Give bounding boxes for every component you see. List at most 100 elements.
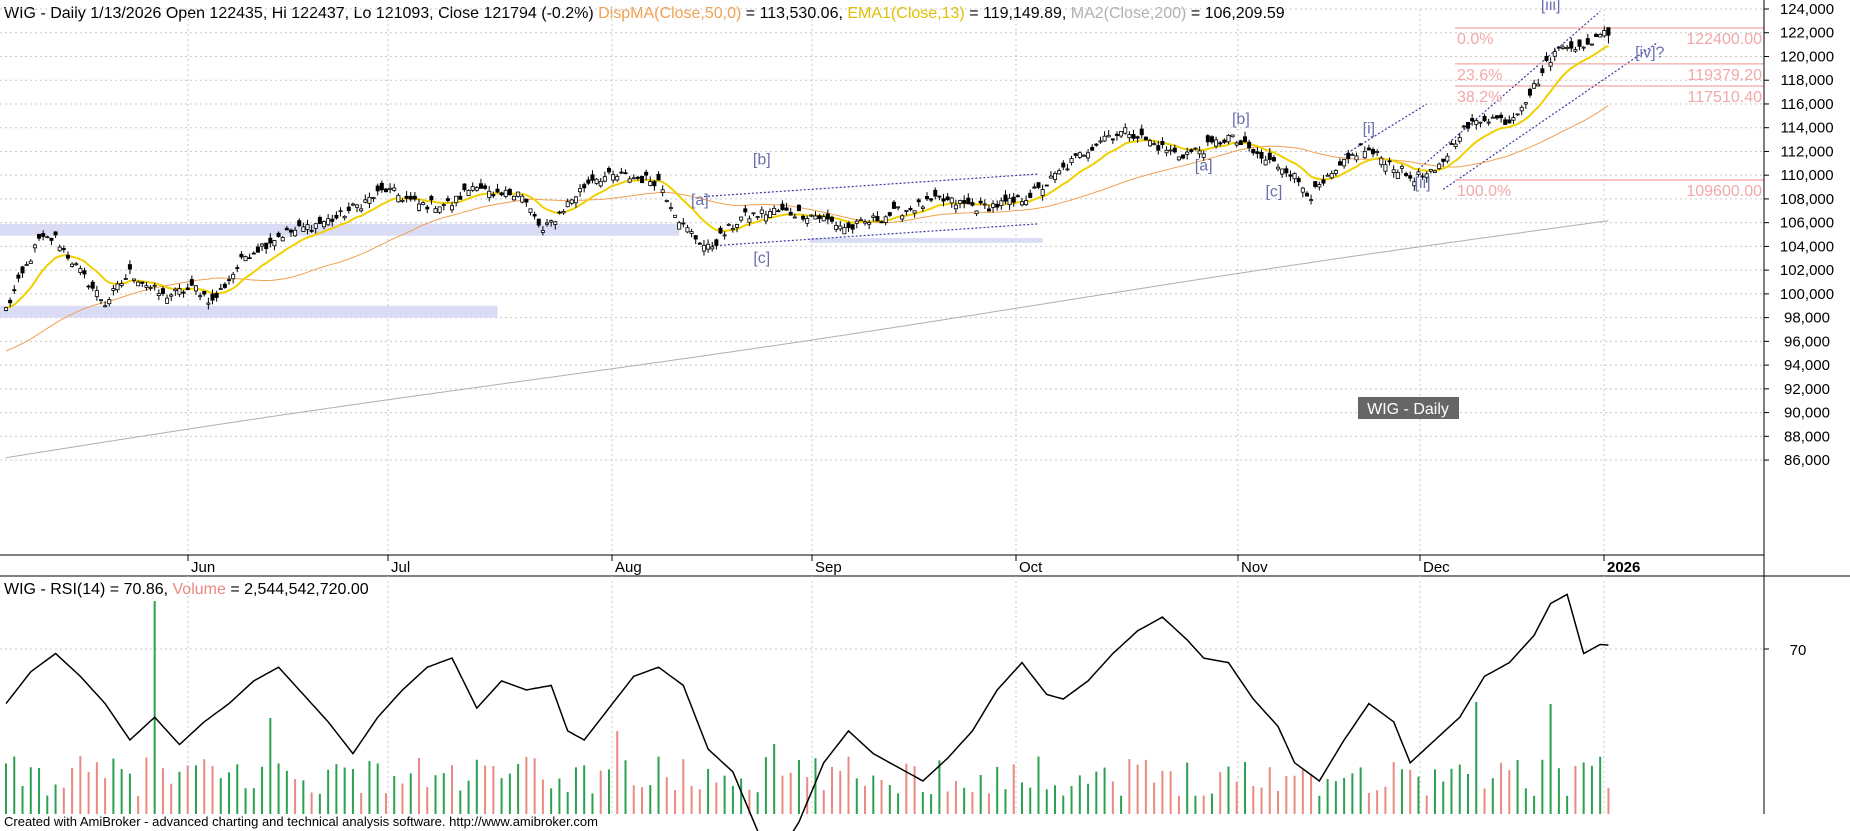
candle-body — [1040, 189, 1045, 196]
candle-body — [1325, 174, 1330, 177]
candle-body — [1143, 136, 1148, 141]
candle-body — [1594, 34, 1599, 37]
fib-level-label: 100.0% — [1457, 183, 1511, 200]
date-tick-label: Nov — [1241, 559, 1268, 576]
candle-body — [24, 264, 29, 266]
candle-body — [1569, 41, 1574, 49]
candle-body — [57, 246, 62, 252]
fib-price-label: 119379.20 — [1688, 67, 1763, 84]
candle-body — [189, 279, 194, 286]
price-header: WIG - Daily 1/13/2026 Open 122435, Hi 12… — [4, 5, 1285, 22]
candle-body — [978, 200, 983, 204]
candle-body — [470, 186, 475, 191]
date-tick-label: Aug — [615, 559, 642, 576]
candle-body — [677, 222, 682, 230]
rsi-line — [5, 593, 1609, 831]
candle-body — [722, 234, 727, 237]
candle-body — [429, 195, 434, 201]
candle-body — [218, 288, 223, 290]
candle-body — [45, 236, 50, 239]
candle-body — [561, 211, 566, 214]
candle-body — [416, 203, 421, 211]
candle-body — [1243, 136, 1248, 143]
candle-body — [495, 188, 500, 193]
candle-body — [1466, 122, 1471, 129]
candle-body — [1209, 136, 1214, 143]
candle-body — [119, 283, 124, 286]
candle-body — [1552, 51, 1557, 57]
candle-body — [1065, 168, 1070, 171]
candle-body — [1019, 201, 1024, 206]
candle-body — [454, 195, 459, 204]
candle-body — [127, 264, 132, 270]
candle-body — [974, 210, 979, 215]
candle-body — [920, 206, 925, 209]
candle-body — [594, 178, 599, 184]
candle-body — [640, 175, 645, 184]
candle-body — [293, 229, 298, 237]
candle-body — [891, 201, 896, 209]
candle-body — [408, 195, 413, 200]
ma200-label: MA2(Close,200) — [1071, 5, 1187, 22]
candle-body — [1193, 147, 1198, 150]
candle-body — [714, 239, 719, 246]
candle-body — [1036, 182, 1041, 188]
candle-body — [1127, 134, 1132, 139]
wave-channel-lower — [1442, 41, 1659, 190]
candle-body — [1259, 151, 1264, 159]
price-tick-label: 124,000 — [1780, 1, 1834, 18]
candle-body — [152, 284, 157, 287]
candle-body — [635, 176, 640, 179]
fib-price-label: 122400.00 — [1686, 31, 1762, 48]
candle-body — [70, 263, 75, 267]
candle-body — [1511, 117, 1516, 121]
candle-body — [1317, 184, 1322, 188]
candle-body — [181, 291, 186, 294]
candle-body — [1214, 139, 1219, 147]
candle-body — [619, 171, 624, 174]
candle-body — [1461, 125, 1466, 128]
candle-body — [392, 187, 397, 191]
candle-body — [863, 221, 868, 224]
candle-body — [1532, 83, 1537, 89]
wave-label: [a] — [1195, 157, 1213, 174]
price-tick-label: 116,000 — [1780, 96, 1833, 113]
date-axis: Jun Jul Aug Sep Oct Nov Dec 2026 — [187, 555, 1640, 576]
candle-body — [1234, 142, 1239, 146]
candle-body — [1114, 133, 1119, 136]
fib-level-label: 0.0% — [1457, 31, 1493, 48]
wave-label: [b] — [1232, 111, 1250, 128]
candle-body — [1482, 115, 1487, 122]
candle-body — [1094, 143, 1099, 146]
candle-body — [404, 195, 409, 199]
candle-body — [8, 299, 13, 304]
candle-body — [1119, 131, 1124, 137]
candle-body — [1123, 127, 1128, 134]
candle-body — [1255, 151, 1260, 155]
candle-body — [532, 214, 537, 217]
candle-body — [1226, 134, 1231, 143]
candle-body — [1263, 159, 1268, 166]
candle-body — [1053, 173, 1058, 180]
candle-body — [185, 287, 190, 291]
candle-body — [1131, 134, 1136, 139]
candle-body — [1486, 121, 1491, 124]
candle-body — [383, 188, 388, 193]
candle-body — [784, 207, 789, 211]
candle-body — [772, 207, 777, 215]
wave-label: [i] — [1363, 121, 1375, 138]
candle-body — [379, 182, 384, 191]
candle-body — [198, 295, 203, 298]
candle-body — [1391, 169, 1396, 173]
candle-body — [458, 195, 463, 200]
candle-body — [958, 200, 963, 204]
candle-body — [272, 240, 277, 247]
candle-body — [1271, 157, 1276, 162]
candle-body — [326, 218, 331, 226]
candle-body — [569, 199, 574, 204]
candle-body — [1515, 113, 1520, 116]
candle-body — [1544, 55, 1549, 62]
wave-channel-mid — [1343, 103, 1428, 156]
candle-body — [1007, 197, 1012, 206]
